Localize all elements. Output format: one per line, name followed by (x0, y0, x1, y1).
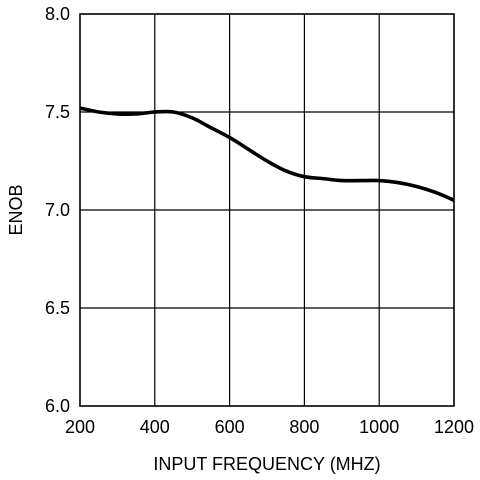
x-tick-label: 800 (289, 417, 319, 437)
y-axis-label: ENOB (6, 184, 26, 235)
y-tick-label: 6.5 (45, 298, 70, 318)
y-tick-label: 8.0 (45, 4, 70, 24)
y-tick-label: 6.0 (45, 396, 70, 416)
x-tick-label: 1000 (359, 417, 399, 437)
x-axis-label: INPUT FREQUENCY (MHZ) (153, 454, 380, 474)
enob-series-line (79, 106, 455, 202)
series-layer (79, 106, 455, 202)
y-tick-label: 7.5 (45, 102, 70, 122)
x-tick-label: 400 (140, 417, 170, 437)
grid-layer (80, 14, 454, 406)
y-tick-label: 7.0 (45, 200, 70, 220)
plot-frame (79, 13, 455, 407)
plot-frame-layer (79, 13, 455, 407)
tick-label-layer: 200 400 600 800 1000 1200 6.0 6.5 7.0 7.5 8.0 (45, 4, 474, 437)
x-tick-label: 1200 (434, 417, 474, 437)
x-tick-label: 600 (215, 417, 245, 437)
x-tick-label: 200 (65, 417, 95, 437)
